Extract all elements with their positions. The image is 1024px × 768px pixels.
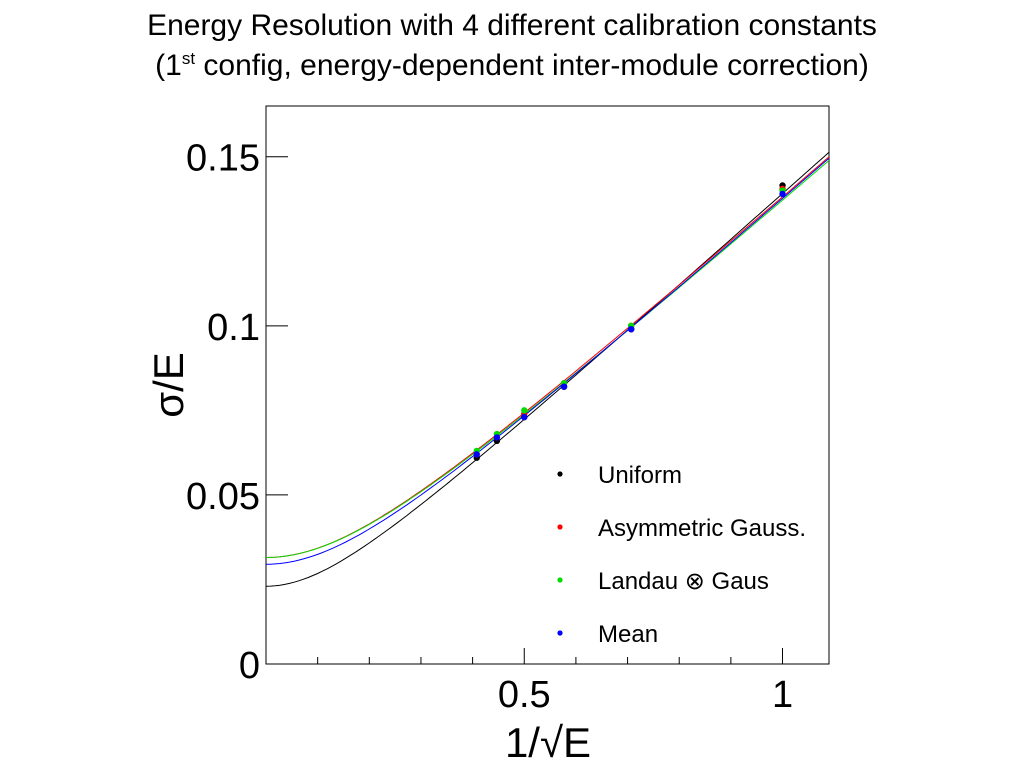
fit-curve: [266, 157, 830, 565]
legend-label: Uniform: [598, 462, 682, 489]
y-tick-label: 0.05: [186, 476, 260, 518]
y-tick-label: 0.15: [186, 138, 260, 180]
data-point: [521, 407, 528, 414]
x-axis-label: 1/√E: [505, 719, 591, 766]
legend-label: Asymmetric Gauss.: [598, 515, 806, 542]
data-point: [779, 190, 786, 198]
x-tick-label: 1: [772, 674, 793, 716]
legend: Uniform Asymmetric Gauss. Landau ⊗ Gaus Mea…: [557, 462, 806, 648]
data-point: [521, 413, 528, 421]
fit-curve: [265, 160, 830, 558]
legend-marker: [557, 577, 563, 583]
legend-marker: [557, 630, 563, 636]
axis-ticks: 0 0.05 0.1 0.15 0.5 1: [186, 138, 793, 716]
title-line-2-prefix: (1: [155, 49, 182, 82]
fit-curve: [265, 156, 830, 558]
legend-marker: [557, 471, 563, 477]
legend-label: Mean: [598, 621, 658, 648]
data-point: [493, 434, 501, 441]
data-points: [473, 182, 786, 461]
data-point: [473, 451, 480, 458]
x-tick-label: 0.5: [498, 674, 551, 716]
title-line-2-superscript: st: [181, 49, 196, 68]
y-axis-label: σ/E: [145, 352, 192, 418]
fit-curves: [265, 151, 830, 587]
title-line-2-suffix: config, energy-dependent inter-module co…: [195, 49, 869, 82]
data-point: [627, 326, 635, 333]
title-line-1: Energy Resolution with 4 different calib…: [147, 9, 877, 42]
chart-title: Energy Resolution with 4 different calib…: [0, 6, 1024, 86]
fit-curve: [265, 151, 830, 587]
plot-frame: [265, 105, 830, 665]
legend-label: Landau ⊗ Gaus: [598, 568, 769, 595]
legend-marker: [557, 524, 563, 530]
y-tick-label: 0: [239, 645, 260, 687]
y-tick-label: 0.1: [207, 307, 260, 349]
title-line-2: (1st config, energy-dependent inter-modu…: [0, 46, 1024, 86]
data-point: [560, 383, 568, 390]
